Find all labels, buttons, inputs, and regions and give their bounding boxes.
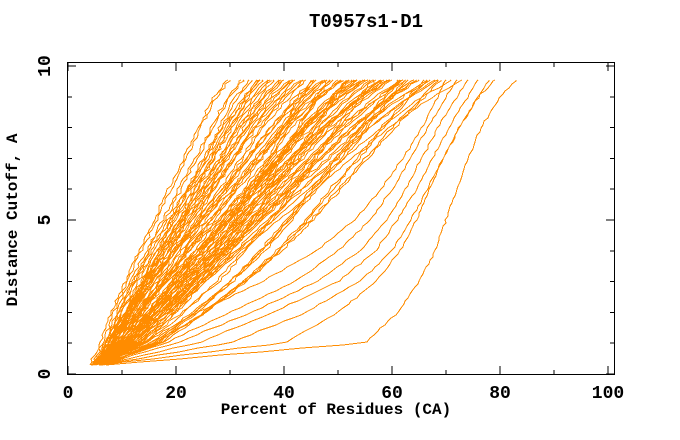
model-curve <box>100 80 301 366</box>
model-curve <box>93 79 407 366</box>
x-tick-label: 0 <box>63 384 74 404</box>
model-curve <box>101 80 428 366</box>
x-tick-label: 80 <box>489 384 511 404</box>
x-axis-label: Percent of Residues (CA) <box>221 401 451 419</box>
model-curve <box>93 79 431 366</box>
model-curve <box>91 80 439 366</box>
model-curve <box>90 79 391 366</box>
model-curve <box>100 79 458 366</box>
x-tick-label: 100 <box>592 384 624 404</box>
model-curve <box>91 79 342 366</box>
model-curve <box>94 79 409 366</box>
model-curve <box>101 79 390 366</box>
model-curve <box>92 80 380 366</box>
model-curve <box>94 79 452 366</box>
model-curve <box>99 79 479 366</box>
model-curve <box>92 79 331 366</box>
plot-border <box>67 62 615 375</box>
y-tick-label: 0 <box>36 369 56 380</box>
model-curve <box>89 79 229 366</box>
model-curve <box>100 79 388 366</box>
x-tick-label: 40 <box>273 384 295 404</box>
model-curve <box>94 79 393 366</box>
model-curve <box>99 79 447 366</box>
model-curve <box>101 80 323 365</box>
x-tick-label: 60 <box>381 384 403 404</box>
y-axis-label: Distance Cutoff, A <box>4 133 22 306</box>
model-curve <box>93 79 258 366</box>
y-tick-label: 10 <box>36 55 56 77</box>
model-curve <box>97 79 261 366</box>
model-curve <box>99 79 366 366</box>
model-curve <box>102 80 325 366</box>
model-curve <box>100 79 496 366</box>
model-curve <box>94 79 463 366</box>
model-curve <box>93 79 428 366</box>
model-curve <box>99 79 469 366</box>
y-tick-label: 5 <box>36 215 56 226</box>
model-curve <box>90 79 358 366</box>
model-curve <box>102 79 439 366</box>
model-curve <box>92 79 242 366</box>
tick-labels: 0 20 40 60 80 100 0 5 10 <box>36 55 624 404</box>
model-curve <box>92 80 231 366</box>
model-curves <box>89 79 517 366</box>
model-curve <box>94 79 269 366</box>
model-curve <box>94 80 344 366</box>
plot-frame <box>67 62 615 375</box>
model-curve <box>91 79 401 366</box>
model-curve <box>91 79 418 366</box>
plot-title: T0957s1-D1 <box>309 11 423 33</box>
model-curve <box>95 79 271 366</box>
x-tick-label: 20 <box>165 384 187 404</box>
model-curve <box>95 80 442 366</box>
model-curve <box>105 80 517 366</box>
